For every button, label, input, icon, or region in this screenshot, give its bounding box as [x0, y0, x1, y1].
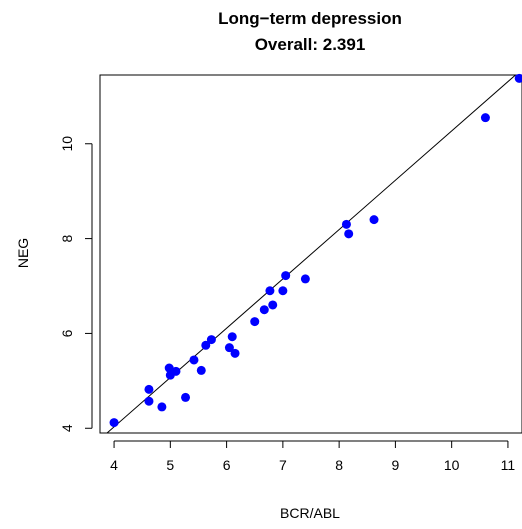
data-point-7 — [171, 366, 181, 376]
data-point-17 — [259, 305, 269, 315]
chart-title: Long−term depression — [218, 9, 402, 28]
x-tick-label-5: 5 — [166, 457, 174, 473]
fit-line-layer — [106, 75, 517, 433]
data-point-25 — [369, 215, 379, 225]
data-point-24 — [344, 229, 354, 239]
data-point-3 — [144, 396, 154, 406]
data-point-18 — [265, 286, 275, 296]
data-point-27 — [514, 73, 522, 83]
y-tick-label-10: 10 — [59, 136, 75, 152]
data-point-22 — [300, 274, 310, 284]
data-point-5 — [164, 363, 174, 373]
data-point-1 — [109, 418, 119, 428]
x-tick-label-11: 11 — [501, 457, 516, 473]
y-axis-label: NEG — [15, 238, 31, 268]
fit-line — [106, 75, 517, 433]
data-point-14 — [227, 332, 237, 342]
x-tick-label-8: 8 — [335, 457, 343, 473]
data-point-9 — [189, 355, 199, 365]
points-layer — [109, 73, 522, 428]
y-tick-label-4: 4 — [59, 424, 75, 432]
data-point-11 — [201, 340, 211, 350]
data-point-26 — [480, 113, 490, 123]
x-tick-label-10: 10 — [444, 457, 460, 473]
data-point-12 — [206, 335, 216, 345]
x-tick-label-6: 6 — [223, 457, 231, 473]
data-point-20 — [278, 286, 288, 296]
data-point-21 — [281, 271, 291, 281]
data-point-2 — [144, 384, 154, 394]
data-point-15 — [230, 348, 240, 358]
x-axis-label: BCR/ABL — [280, 505, 340, 521]
y-tick-label-6: 6 — [59, 329, 75, 337]
data-point-8 — [181, 392, 191, 402]
y-axis: 4 6 8 10 — [59, 136, 93, 432]
data-point-23 — [341, 219, 351, 229]
x-tick-label-9: 9 — [392, 457, 400, 473]
x-axis: 4 5 6 7 8 9 10 11 — [110, 440, 516, 473]
data-point-4 — [157, 402, 167, 412]
y-tick-label-8: 8 — [59, 234, 75, 242]
data-point-19 — [268, 300, 278, 310]
data-point-13 — [224, 343, 234, 353]
x-tick-label-7: 7 — [279, 457, 287, 473]
chart-subtitle: Overall: 2.391 — [255, 35, 366, 54]
data-point-16 — [250, 317, 260, 327]
data-point-10 — [196, 365, 206, 375]
x-tick-label-4: 4 — [110, 457, 118, 473]
plot-frame — [99, 74, 522, 434]
